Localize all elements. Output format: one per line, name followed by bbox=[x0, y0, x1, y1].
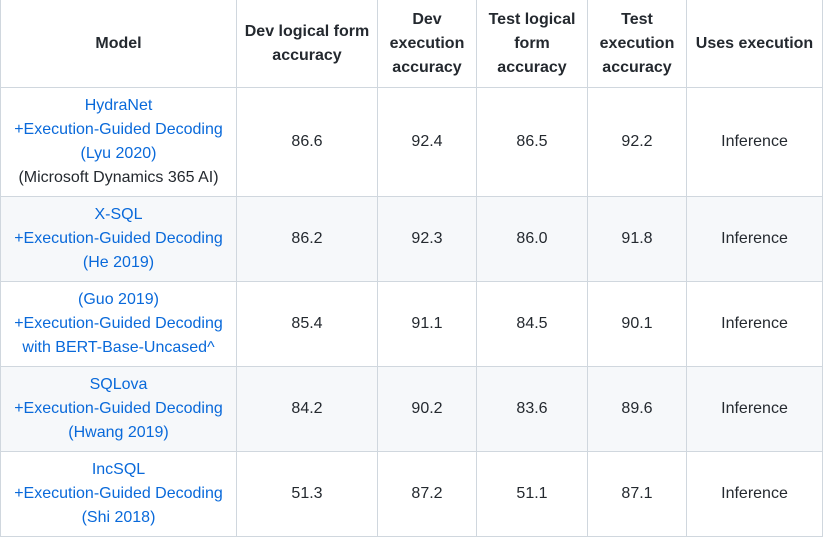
test-lf-cell: 83.6 bbox=[476, 366, 588, 452]
uses-execution-cell: Inference bbox=[686, 87, 823, 197]
test-lf-cell: 86.5 bbox=[476, 87, 588, 197]
test-ex-cell: 89.6 bbox=[587, 366, 687, 452]
dev-lf-cell: 84.2 bbox=[236, 366, 378, 452]
uses-execution-cell: Inference bbox=[686, 281, 823, 367]
test-lf-cell: 84.5 bbox=[476, 281, 588, 367]
model-note: (Microsoft Dynamics 365 AI) bbox=[18, 169, 219, 186]
model-line: +Execution-Guided Decoding bbox=[14, 400, 223, 417]
dev-lf-cell: 86.6 bbox=[236, 87, 378, 197]
model-line: with BERT-Base-Uncased^ bbox=[22, 339, 215, 356]
table-row: IncSQL +Execution-Guided Decoding (Shi 2… bbox=[0, 451, 823, 537]
model-line: +Execution-Guided Decoding bbox=[14, 315, 223, 332]
model-line: (Lyu 2020) bbox=[80, 145, 157, 162]
model-line: (Hwang 2019) bbox=[68, 424, 169, 441]
dev-lf-cell: 51.3 bbox=[236, 451, 378, 537]
dev-ex-cell: 92.3 bbox=[377, 196, 477, 282]
uses-execution-cell: Inference bbox=[686, 451, 823, 537]
header-dev-execution-accuracy: Dev execution accuracy bbox=[377, 0, 477, 88]
table-row: (Guo 2019) +Execution-Guided Decoding wi… bbox=[0, 281, 823, 367]
model-line: X-SQL bbox=[94, 206, 143, 223]
test-ex-cell: 87.1 bbox=[587, 451, 687, 537]
model-link[interactable]: IncSQL +Execution-Guided Decoding (Shi 2… bbox=[7, 458, 230, 530]
table-row: HydraNet +Execution-Guided Decoding (Lyu… bbox=[0, 87, 823, 197]
model-line: +Execution-Guided Decoding bbox=[14, 121, 223, 138]
test-ex-cell: 91.8 bbox=[587, 196, 687, 282]
model-line: +Execution-Guided Decoding bbox=[14, 485, 223, 502]
model-line: SQLova bbox=[89, 376, 148, 393]
header-uses-execution: Uses execution bbox=[686, 0, 823, 88]
model-line: +Execution-Guided Decoding bbox=[14, 230, 223, 247]
model-line: (Shi 2018) bbox=[81, 509, 156, 526]
model-cell: SQLova +Execution-Guided Decoding (Hwang… bbox=[0, 366, 237, 452]
model-line: IncSQL bbox=[91, 461, 146, 478]
uses-execution-cell: Inference bbox=[686, 366, 823, 452]
header-row: Model Dev logical form accuracy Dev exec… bbox=[0, 0, 823, 88]
header-test-logical-form-accuracy: Test logical form accuracy bbox=[476, 0, 588, 88]
model-link[interactable]: SQLova +Execution-Guided Decoding (Hwang… bbox=[7, 373, 230, 445]
model-cell: IncSQL +Execution-Guided Decoding (Shi 2… bbox=[0, 451, 237, 537]
dev-ex-cell: 91.1 bbox=[377, 281, 477, 367]
header-dev-logical-form-accuracy: Dev logical form accuracy bbox=[236, 0, 378, 88]
model-link[interactable]: X-SQL +Execution-Guided Decoding (He 201… bbox=[7, 203, 230, 275]
table-row: SQLova +Execution-Guided Decoding (Hwang… bbox=[0, 366, 823, 452]
model-link[interactable]: (Guo 2019) +Execution-Guided Decoding wi… bbox=[7, 288, 230, 360]
model-cell: HydraNet +Execution-Guided Decoding (Lyu… bbox=[0, 87, 237, 197]
model-cell: (Guo 2019) +Execution-Guided Decoding wi… bbox=[0, 281, 237, 367]
test-lf-cell: 86.0 bbox=[476, 196, 588, 282]
model-line: (Guo 2019) bbox=[78, 291, 159, 308]
test-lf-cell: 51.1 bbox=[476, 451, 588, 537]
uses-execution-cell: Inference bbox=[686, 196, 823, 282]
table-row: X-SQL +Execution-Guided Decoding (He 201… bbox=[0, 196, 823, 282]
model-link[interactable]: HydraNet +Execution-Guided Decoding (Lyu… bbox=[7, 94, 230, 166]
test-ex-cell: 92.2 bbox=[587, 87, 687, 197]
dev-ex-cell: 90.2 bbox=[377, 366, 477, 452]
header-test-execution-accuracy: Test execution accuracy bbox=[587, 0, 687, 88]
dev-lf-cell: 85.4 bbox=[236, 281, 378, 367]
dev-lf-cell: 86.2 bbox=[236, 196, 378, 282]
dev-ex-cell: 92.4 bbox=[377, 87, 477, 197]
model-line: HydraNet bbox=[84, 97, 153, 114]
header-model: Model bbox=[0, 0, 237, 88]
dev-ex-cell: 87.2 bbox=[377, 451, 477, 537]
model-line: (He 2019) bbox=[82, 254, 155, 271]
test-ex-cell: 90.1 bbox=[587, 281, 687, 367]
model-cell: X-SQL +Execution-Guided Decoding (He 201… bbox=[0, 196, 237, 282]
